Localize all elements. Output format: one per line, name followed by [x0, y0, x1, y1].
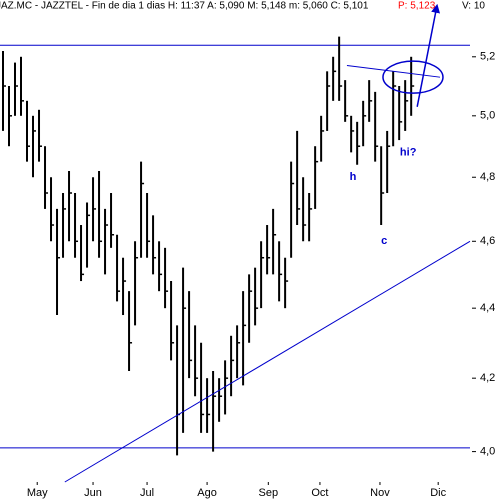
y-tick-label: 5,2 — [480, 51, 495, 63]
x-tick-label: Jun — [84, 487, 102, 499]
x-tick-label: Dic — [430, 487, 446, 499]
x-tick-label: Nov — [370, 487, 390, 499]
y-tick-label: 5,0 — [480, 110, 495, 122]
header: JAZ.MC - JAZZTEL - Fin de dia 1 dias H: … — [0, 1, 369, 12]
header-volume: V: 10 — [462, 1, 485, 12]
x-tick-label: Jul — [140, 487, 154, 499]
trend-line — [64, 240, 471, 483]
y-tick-label: 4,6 — [480, 235, 495, 247]
y-tick-label: 4,0 — [480, 446, 495, 458]
arrow — [416, 3, 441, 107]
x-tick-label: Ago — [197, 487, 217, 499]
x-tick-label: Oct — [311, 487, 328, 499]
annotation: hi? — [400, 146, 417, 158]
y-tick-label: 4,4 — [480, 302, 495, 314]
annotation: h — [350, 171, 357, 183]
header-price: P: 5,123 — [398, 1, 436, 12]
annotation: c — [381, 235, 387, 247]
y-tick-label: 4,8 — [480, 171, 495, 183]
ellipse-marker — [382, 60, 444, 94]
x-tick-label: Sep — [259, 487, 279, 499]
y-tick-label: 4,2 — [480, 372, 495, 384]
trend-line — [346, 65, 441, 78]
x-tick-label: May — [27, 487, 48, 499]
